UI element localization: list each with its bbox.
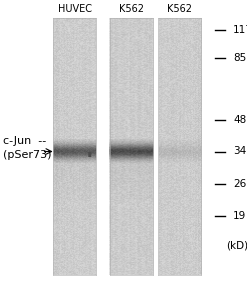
Text: 48: 48 xyxy=(233,115,246,125)
Text: HUVEC: HUVEC xyxy=(58,4,92,14)
Text: K562: K562 xyxy=(167,4,192,14)
Text: K562: K562 xyxy=(119,4,144,14)
Text: (kD): (kD) xyxy=(226,241,247,251)
Text: 26: 26 xyxy=(233,179,246,189)
Text: 19: 19 xyxy=(233,211,246,221)
Text: 85: 85 xyxy=(233,53,246,63)
Text: 34: 34 xyxy=(233,146,246,157)
Text: (pSer73): (pSer73) xyxy=(3,150,52,160)
Text: c-Jun  --: c-Jun -- xyxy=(3,136,46,146)
Text: 117: 117 xyxy=(233,25,247,35)
